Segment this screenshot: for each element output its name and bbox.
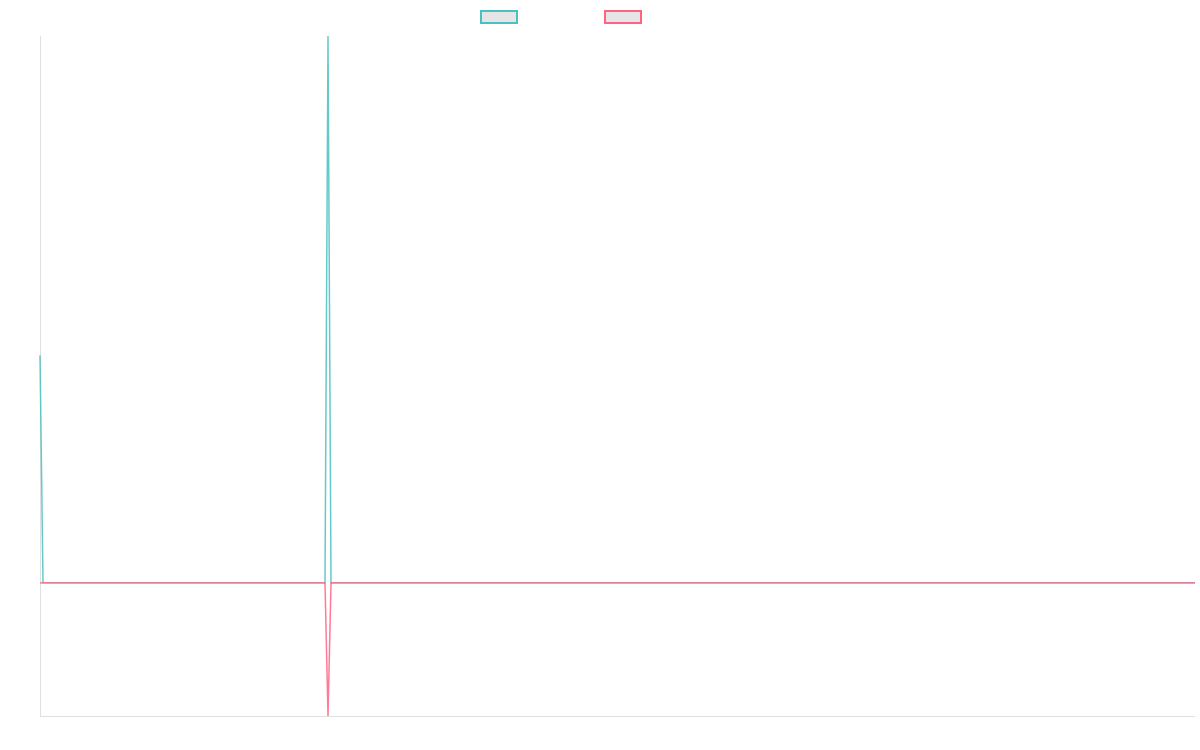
legend-item-series-1[interactable]	[480, 10, 518, 24]
series-1-line	[39, 35, 1195, 584]
series-2-line	[40, 582, 1195, 717]
series-layer	[39, 35, 1195, 717]
legend-item-series-2[interactable]	[604, 10, 642, 24]
